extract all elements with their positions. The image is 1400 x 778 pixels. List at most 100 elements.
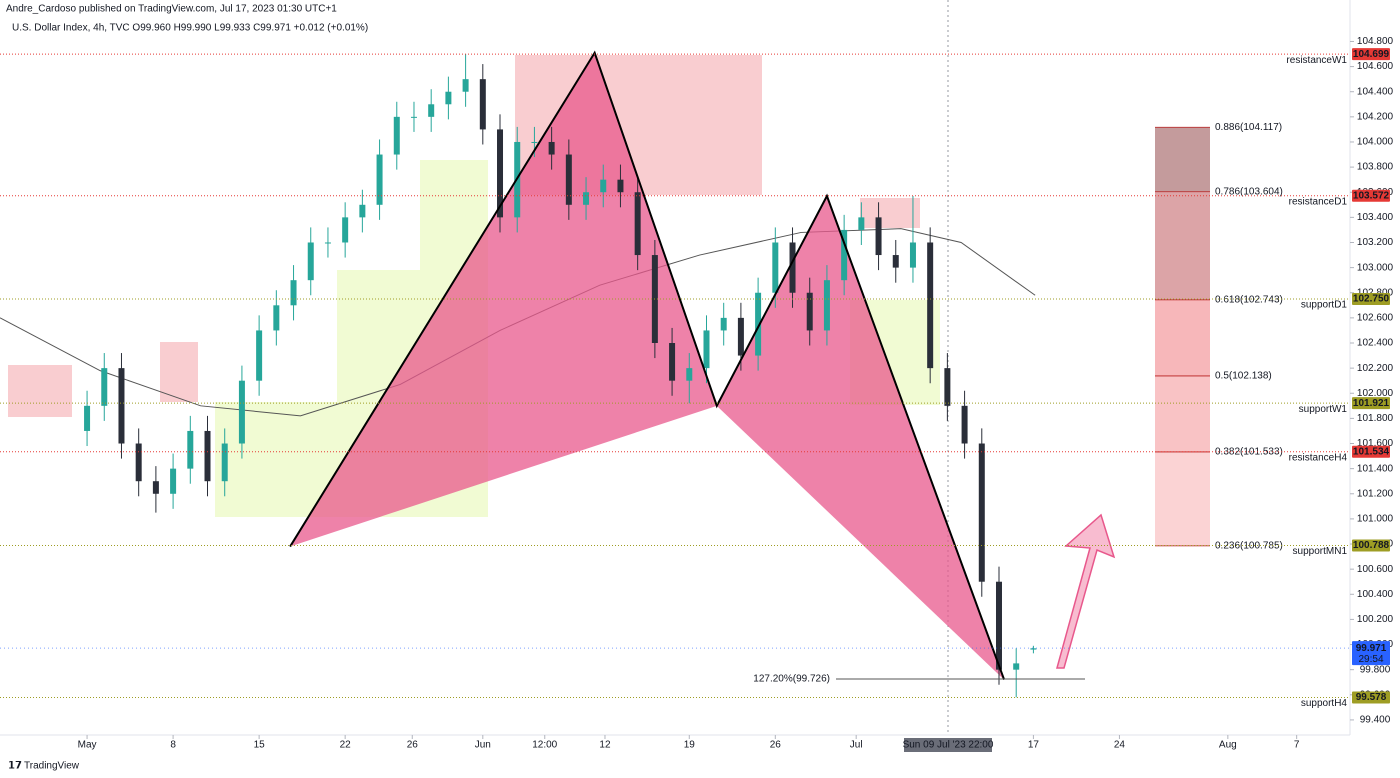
footer: TradingView <box>24 761 80 772</box>
level-name: supportW1 <box>1299 404 1348 415</box>
level-badge-label: 101.921 <box>1353 398 1390 409</box>
candle-body <box>548 141 555 155</box>
candle-body <box>342 217 349 243</box>
arrow <box>1056 513 1116 669</box>
y-tick-label: 104.000 <box>1357 137 1394 148</box>
candle-body <box>497 129 504 218</box>
x-tick-label: 7 <box>1294 740 1300 751</box>
level-badge-label: 99.578 <box>1356 692 1387 703</box>
x-tick-label: 12 <box>599 740 611 751</box>
candle-body <box>995 581 1002 670</box>
candle-body <box>858 217 865 230</box>
y-tick-label: 99.800 <box>1360 664 1391 675</box>
candle-body <box>737 317 744 356</box>
fib-band <box>1155 299 1210 376</box>
y-tick-label: 100.200 <box>1357 614 1394 625</box>
candle-body <box>135 443 142 482</box>
chart-title: U.S. Dollar Index, 4h, TVC O99.960 H99.9… <box>12 23 368 34</box>
pattern-triangle <box>716 196 1005 680</box>
level-badge-label: 104.699 <box>1353 49 1390 60</box>
candle-body <box>944 368 951 406</box>
candle-body <box>273 305 280 331</box>
candle-body <box>445 91 452 105</box>
y-tick-label: 102.000 <box>1357 388 1394 399</box>
demand-zone <box>215 402 337 517</box>
y-tick-label: 102.800 <box>1357 287 1394 298</box>
candle-body <box>479 79 486 130</box>
candle-body <box>806 292 813 331</box>
y-tick-label: 104.800 <box>1357 36 1394 47</box>
candle-body <box>393 116 400 155</box>
candle-body <box>101 368 108 406</box>
y-tick-label: 103.800 <box>1357 162 1394 173</box>
y-tick-label: 102.600 <box>1357 313 1394 324</box>
level-name: resistanceW1 <box>1286 55 1347 66</box>
x-tick-label: 15 <box>254 740 266 751</box>
level-name: supportMN1 <box>1293 546 1348 557</box>
x-tick-label: 8 <box>170 740 176 751</box>
countdown: 29:54 <box>1358 654 1383 665</box>
candle-body <box>789 242 796 293</box>
candle-body <box>841 229 848 281</box>
x-tick-label: Aug <box>1219 740 1237 751</box>
candle-body <box>290 280 297 306</box>
supply-zone <box>860 198 920 228</box>
candle-body <box>204 430 211 482</box>
level-badge-label: 102.750 <box>1353 294 1390 305</box>
candle-body <box>565 154 572 205</box>
candle-body <box>755 292 762 356</box>
x-tick-label: 26 <box>407 740 419 751</box>
candle-body <box>634 192 641 256</box>
level-badge <box>1352 691 1390 704</box>
level-name: resistanceH4 <box>1289 452 1348 463</box>
candle-body <box>892 255 899 268</box>
level-badge <box>1352 539 1390 552</box>
candle-body <box>187 430 194 469</box>
crosshair-label: Sun 09 Jul '23 22:00 <box>903 740 994 751</box>
x-tick-label: May <box>78 740 97 751</box>
crosshair-badge <box>904 738 992 752</box>
candle-body <box>118 368 125 444</box>
y-tick-label: 102.200 <box>1357 363 1394 374</box>
pattern-line <box>289 50 1006 681</box>
fib-band <box>1155 451 1210 546</box>
candle-body <box>927 242 934 369</box>
candle-body <box>1013 663 1020 670</box>
fib-label: 0.786(103.604) <box>1215 186 1283 197</box>
y-tick-label: 101.600 <box>1357 438 1394 449</box>
y-tick-label: 101.800 <box>1357 413 1394 424</box>
level-badge <box>1352 189 1390 202</box>
candle-body <box>238 380 245 444</box>
x-tick-label: Jul <box>850 740 863 751</box>
candle-body <box>221 443 228 482</box>
candle-body <box>324 242 331 244</box>
candle-body <box>600 179 607 193</box>
x-tick-label: 12:00 <box>532 740 557 751</box>
candle-body <box>823 280 830 331</box>
level-badge <box>1352 445 1390 458</box>
candle-body <box>617 179 624 193</box>
pattern-triangle <box>290 52 717 547</box>
level-name: resistanceD1 <box>1289 196 1348 207</box>
candle-body <box>1030 648 1037 650</box>
y-tick-label: 104.200 <box>1357 111 1394 122</box>
candle-body <box>583 192 590 205</box>
supply-zone <box>8 365 72 417</box>
candle-body <box>720 317 727 331</box>
candle-body <box>376 154 383 205</box>
fib-label: 0.5(102.138) <box>1215 371 1272 382</box>
last-price-label: 99.971 <box>1356 643 1387 654</box>
fib-band <box>1155 191 1210 300</box>
level-badge <box>1352 397 1390 410</box>
y-tick-label: 99.400 <box>1360 715 1391 726</box>
level-name: supportD1 <box>1301 300 1348 311</box>
candle-body <box>462 79 469 92</box>
x-tick-label: 22 <box>340 740 352 751</box>
candle-body <box>978 443 985 582</box>
supply-zone <box>160 342 198 402</box>
candle-body <box>359 204 366 218</box>
y-tick-label: 100.600 <box>1357 564 1394 575</box>
level-name: supportH4 <box>1301 698 1348 709</box>
level-badge <box>1352 293 1390 306</box>
candle-body <box>961 405 968 444</box>
